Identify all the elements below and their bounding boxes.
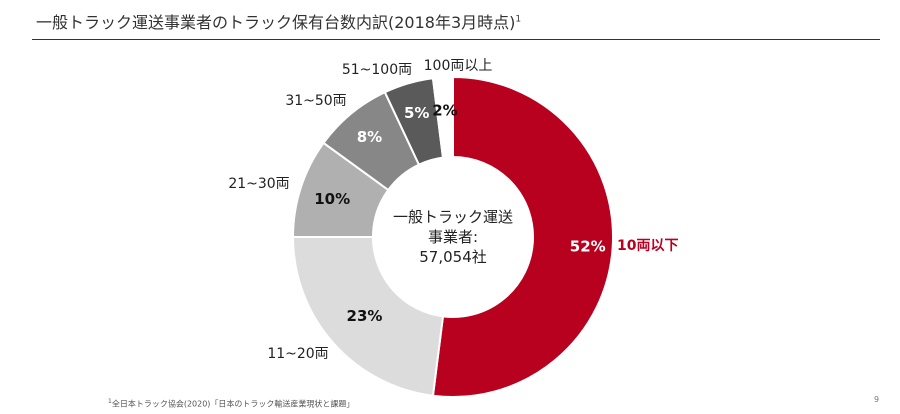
center-label-line1: 一般トラック運送 [393,208,513,226]
slice-5-percent-label: 5% [404,104,429,122]
slice-5-category-label: 51~100両 [342,62,412,78]
slice-3-category-label: 21~30両 [228,176,289,192]
page-title: 一般トラック運送事業者のトラック保有台数内訳(2018年3月時点)1 [36,13,522,32]
title-divider [32,39,880,40]
slice-4-percent-label: 8% [357,128,382,146]
slice-3-percent-label: 10% [314,190,350,208]
footnote: 1全日本トラック協会(2020)「日本のトラック輸送産業現状と課題」 [108,398,355,409]
footnote-marker: 1 [515,14,522,25]
center-label-line3: 57,054社 [419,248,487,266]
center-label-line2: 事業者: [428,228,478,246]
slice-1 [431,75,615,398]
slice-4-category-label: 31~50両 [285,93,346,109]
slice-2-percent-label: 23% [347,307,383,325]
page-number: 9 [874,395,880,404]
slice-2 [291,236,445,397]
slice-6-category-label: 100両以上 [424,58,493,74]
slice-1-percent-label: 52% [570,237,606,255]
slice-6-percent-label: 2% [432,101,457,119]
slice-6 [431,75,454,159]
slice-1-category-label: 10両以下 [617,238,678,254]
slice-2-category-label: 11~20両 [267,346,328,362]
